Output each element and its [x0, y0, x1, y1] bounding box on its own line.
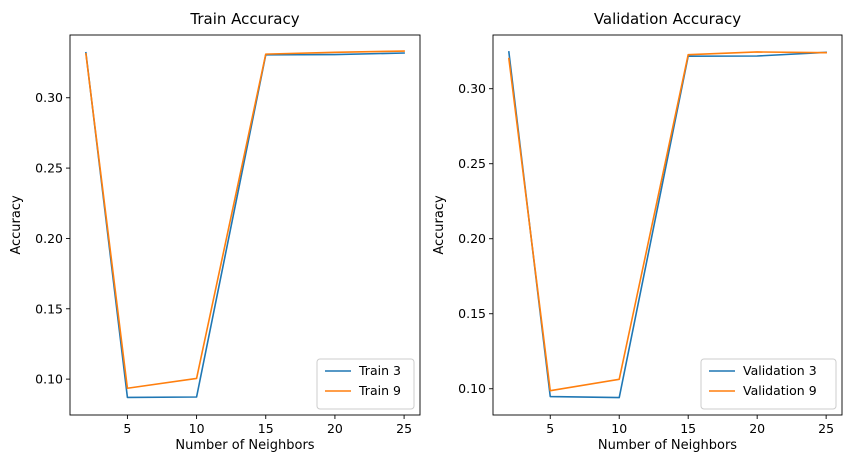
x-tick-label: 15 [680, 421, 696, 436]
series-line-1-1 [85, 51, 405, 399]
series-line-2-2 [507, 51, 827, 392]
y-tick-label: 0.25 [35, 161, 63, 176]
series-line-2-1 [507, 51, 827, 399]
y-axis-label: Accuracy [9, 195, 24, 255]
x-tick-label: 15 [258, 421, 274, 436]
x-tick-label: 20 [327, 421, 343, 436]
chart-panel-2: 5 10 15 20 25 0.10 0.15 0.20 0.25 0.30 Validation … [432, 10, 843, 453]
x-tick-label: 5 [546, 421, 554, 436]
y-tick-label: 0.20 [458, 231, 486, 246]
chart-panel-1: 5 10 15 20 25 0.10 0.15 0.20 0.25 0.30 Train Accur… [9, 10, 421, 453]
chart-title: Train Accuracy [189, 10, 299, 28]
y-tick-label: 0.20 [35, 231, 63, 246]
y-tick-label: 0.25 [458, 156, 486, 171]
legend-label: Validation 9 [743, 383, 817, 398]
x-tick-label: 5 [123, 421, 131, 436]
y-axis-label: Accuracy [432, 195, 447, 255]
x-tick-label: 20 [749, 421, 765, 436]
x-axis-label: Number of Neighbors [598, 438, 737, 453]
y-tick-label: 0.15 [35, 301, 63, 316]
legend: Validation 3 Validation 9 [700, 358, 837, 410]
y-tick-label: 0.10 [458, 381, 486, 396]
x-tick-label: 25 [818, 421, 834, 436]
legend-label: Validation 3 [743, 363, 817, 378]
legend-label: Train 9 [358, 383, 401, 398]
chart-title: Validation Accuracy [594, 10, 741, 28]
plot-frame [492, 34, 843, 416]
legend-label: Train 3 [358, 363, 401, 378]
y-tick-label: 0.30 [458, 81, 486, 96]
legend: Train 3 Train 9 [316, 358, 415, 410]
y-tick-label: 0.30 [35, 90, 63, 105]
y-tick-label: 0.15 [458, 306, 486, 321]
plot-frame [69, 34, 421, 416]
series-line-1-2 [85, 50, 405, 390]
y-tick-label: 0.10 [35, 372, 63, 387]
x-tick-label: 25 [396, 421, 412, 436]
x-tick-label: 10 [611, 421, 627, 436]
x-tick-label: 10 [189, 421, 205, 436]
x-axis-label: Number of Neighbors [175, 438, 314, 453]
